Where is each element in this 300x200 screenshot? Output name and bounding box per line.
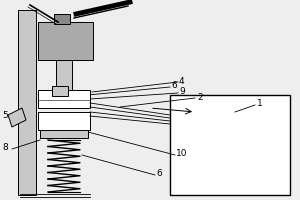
Text: 9: 9 xyxy=(179,88,185,97)
Text: 10: 10 xyxy=(176,150,188,158)
Text: 1: 1 xyxy=(257,99,263,108)
Bar xyxy=(38,112,90,130)
Text: 2: 2 xyxy=(197,92,203,102)
Text: 8: 8 xyxy=(2,144,8,152)
Text: 4: 4 xyxy=(179,76,184,86)
Bar xyxy=(170,95,290,195)
Bar xyxy=(38,22,93,60)
Bar xyxy=(52,86,68,96)
Bar xyxy=(54,14,70,24)
Polygon shape xyxy=(8,108,26,127)
Bar xyxy=(38,90,90,108)
Bar xyxy=(40,130,88,138)
Text: 6: 6 xyxy=(171,82,177,90)
Text: 6: 6 xyxy=(156,170,162,178)
Bar xyxy=(56,60,72,90)
Bar xyxy=(18,10,36,195)
Text: 5: 5 xyxy=(2,110,8,119)
